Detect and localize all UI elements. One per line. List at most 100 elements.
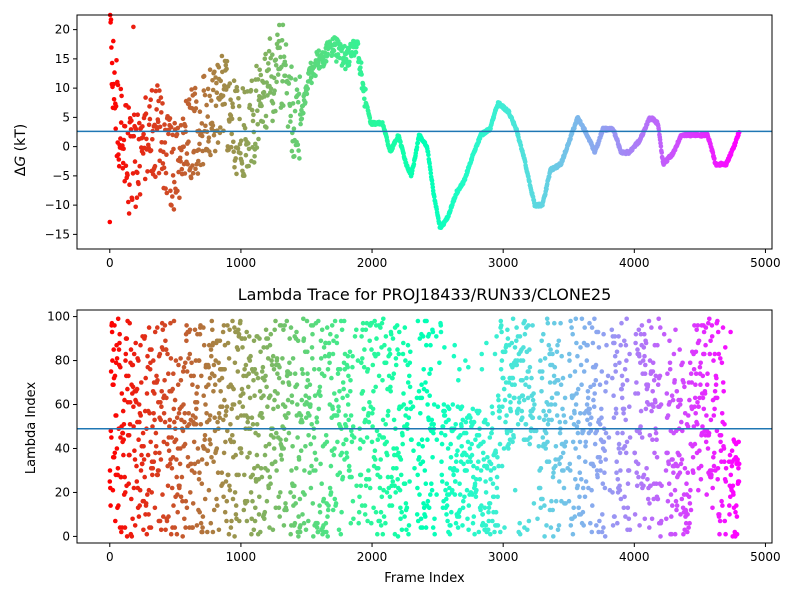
- lambda-point: [373, 509, 379, 515]
- lambda-point: [156, 468, 161, 473]
- lambda-point: [316, 367, 322, 372]
- delta-g-point: [140, 124, 145, 129]
- lambda-point: [493, 450, 499, 456]
- lambda-point: [349, 428, 354, 434]
- delta-g-point: [132, 159, 138, 164]
- lambda-point: [300, 371, 306, 377]
- lambda-point: [369, 347, 374, 352]
- lambda-point: [405, 380, 411, 385]
- lambda-point: [520, 415, 525, 421]
- lambda-point: [555, 342, 560, 348]
- delta-g-point: [275, 72, 281, 77]
- lambda-point: [230, 318, 235, 324]
- lambda-point: [569, 325, 574, 330]
- lambda-point: [615, 430, 620, 436]
- lambda-point: [247, 334, 252, 339]
- y-tick-label: 10: [55, 81, 70, 95]
- lambda-point: [166, 514, 171, 519]
- lambda-point: [736, 461, 742, 467]
- lambda-point: [173, 358, 179, 363]
- lambda-point: [134, 479, 140, 484]
- lambda-point: [111, 382, 116, 388]
- lambda-point: [312, 367, 317, 372]
- lambda-point: [617, 450, 623, 456]
- lambda-point: [477, 408, 482, 414]
- lambda-point: [394, 323, 400, 328]
- lambda-point: [553, 498, 559, 504]
- lambda-point: [335, 371, 341, 377]
- lambda-point: [621, 505, 627, 511]
- lambda-point: [412, 466, 417, 471]
- lambda-point: [428, 492, 433, 497]
- lambda-chart-title: Lambda Trace for PROJ18433/RUN33/CLONE25: [238, 285, 612, 304]
- delta-g-point: [200, 161, 206, 167]
- lambda-point: [336, 404, 341, 410]
- delta-g-point: [252, 154, 257, 159]
- delta-g-point: [334, 59, 339, 64]
- delta-g-point: [109, 45, 114, 50]
- lambda-point: [588, 428, 594, 434]
- lambda-point: [667, 400, 672, 405]
- lambda-point: [602, 470, 607, 476]
- delta-g-point: [143, 111, 149, 116]
- lambda-point: [587, 422, 593, 427]
- lambda-point: [144, 391, 150, 396]
- lambda-point: [302, 468, 307, 473]
- lambda-point: [622, 367, 628, 372]
- lambda-point: [682, 466, 688, 471]
- lambda-point: [264, 384, 269, 390]
- lambda-point: [249, 516, 254, 522]
- delta-g-point: [308, 60, 314, 66]
- lambda-point: [597, 455, 602, 460]
- lambda-point: [458, 433, 463, 438]
- lambda-point: [303, 393, 309, 399]
- lambda-point: [263, 373, 268, 379]
- lambda-point: [488, 531, 493, 537]
- lambda-point: [642, 331, 647, 337]
- lambda-point: [417, 336, 423, 341]
- lambda-point: [415, 472, 421, 478]
- delta-g-point: [428, 167, 433, 172]
- lambda-point: [556, 378, 561, 383]
- lambda-point: [586, 411, 592, 416]
- lambda-point: [326, 340, 332, 346]
- lambda-point: [736, 439, 741, 445]
- lambda-point: [204, 411, 209, 416]
- lambda-point: [555, 527, 561, 533]
- lambda-point: [697, 364, 703, 370]
- delta-g-point: [155, 119, 161, 125]
- lambda-point: [474, 487, 479, 493]
- y-tick-label: 0: [62, 140, 70, 154]
- delta-g-point: [169, 203, 174, 208]
- lambda-point: [386, 408, 391, 414]
- delta-g-point: [222, 83, 227, 88]
- lambda-point: [538, 358, 543, 363]
- lambda-point: [592, 391, 597, 396]
- delta-g-point: [289, 148, 295, 154]
- lambda-point: [647, 433, 653, 438]
- lambda-point: [716, 351, 722, 357]
- lambda-point: [469, 492, 475, 497]
- lambda-point: [496, 397, 501, 403]
- lambda-point: [707, 351, 713, 357]
- lambda-point: [671, 351, 677, 357]
- lambda-point: [121, 422, 127, 427]
- lambda-point: [126, 373, 131, 379]
- lambda-point: [137, 503, 142, 508]
- lambda-point: [711, 358, 716, 363]
- lambda-point: [492, 466, 497, 471]
- lambda-point: [380, 378, 385, 383]
- lambda-point: [134, 386, 140, 392]
- lambda-point: [623, 342, 629, 348]
- delta-g-point: [193, 166, 198, 172]
- delta-g-point: [159, 110, 164, 115]
- lambda-point: [622, 494, 627, 500]
- lambda-point: [548, 347, 553, 352]
- lambda-point: [261, 345, 267, 350]
- lambda-point: [619, 320, 624, 326]
- lambda-point: [474, 466, 480, 471]
- lambda-point: [198, 422, 204, 427]
- delta-g-point: [189, 87, 194, 92]
- delta-g-point: [429, 178, 435, 183]
